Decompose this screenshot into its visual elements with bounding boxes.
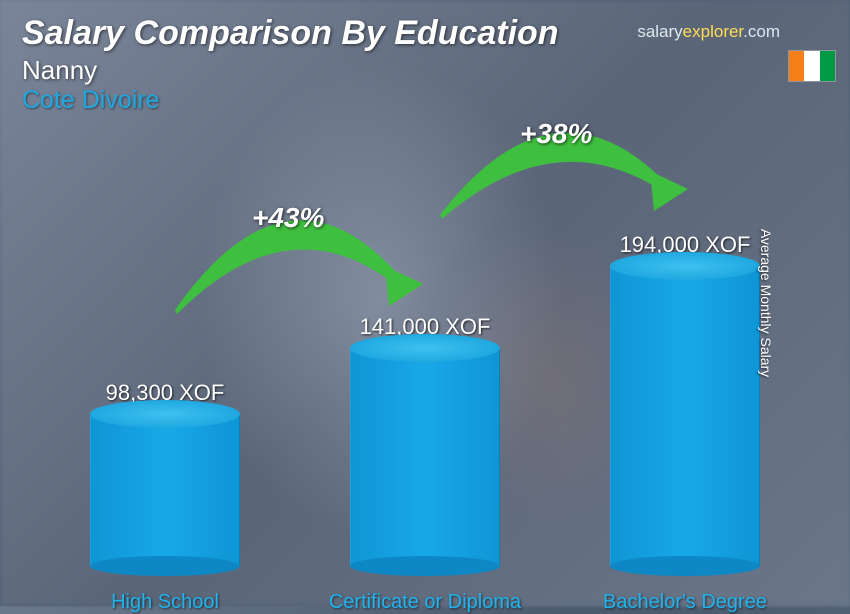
bar-wrap: 194,000 XOFBachelor's Degree bbox=[600, 232, 770, 566]
bar-front bbox=[350, 348, 500, 566]
bar-3d bbox=[350, 348, 500, 566]
increase-arc-icon bbox=[155, 165, 435, 335]
bar-bottom-ellipse bbox=[90, 556, 240, 576]
bar-top-ellipse bbox=[610, 252, 760, 280]
bar-label: Bachelor's Degree bbox=[585, 591, 785, 614]
bar-bottom-ellipse bbox=[610, 556, 760, 576]
y-axis-label: Average Monthly Salary bbox=[758, 229, 774, 377]
brand-prefix: salary bbox=[637, 22, 682, 41]
brand-suffix: .com bbox=[743, 22, 780, 41]
brand-watermark: salaryexplorer.com bbox=[637, 22, 780, 42]
job-title: Nanny bbox=[22, 55, 559, 86]
bar-top-ellipse bbox=[350, 334, 500, 362]
flag-stripe bbox=[804, 51, 819, 81]
brand-highlight: explorer bbox=[683, 22, 743, 41]
bar-label: High School bbox=[65, 591, 265, 614]
bar-wrap: 98,300 XOFHigh School bbox=[80, 380, 250, 566]
header: Salary Comparison By Education Nanny Cot… bbox=[22, 14, 559, 115]
bar-front bbox=[90, 414, 240, 566]
bar-3d bbox=[610, 266, 760, 566]
flag-stripe bbox=[789, 51, 804, 81]
increase-percent-label: +43% bbox=[252, 202, 324, 234]
bar-top-ellipse bbox=[90, 400, 240, 428]
bar-label: Certificate or Diploma bbox=[325, 591, 525, 614]
bar-front bbox=[610, 266, 760, 566]
flag-stripe bbox=[820, 51, 835, 81]
bar-3d bbox=[90, 414, 240, 566]
chart-title: Salary Comparison By Education bbox=[22, 14, 559, 53]
bar-wrap: 141,000 XOFCertificate or Diploma bbox=[340, 314, 510, 566]
country-name: Cote Divoire bbox=[22, 86, 559, 115]
increase-percent-label: +38% bbox=[520, 118, 592, 150]
country-flag-icon bbox=[788, 50, 836, 82]
bar-bottom-ellipse bbox=[350, 556, 500, 576]
